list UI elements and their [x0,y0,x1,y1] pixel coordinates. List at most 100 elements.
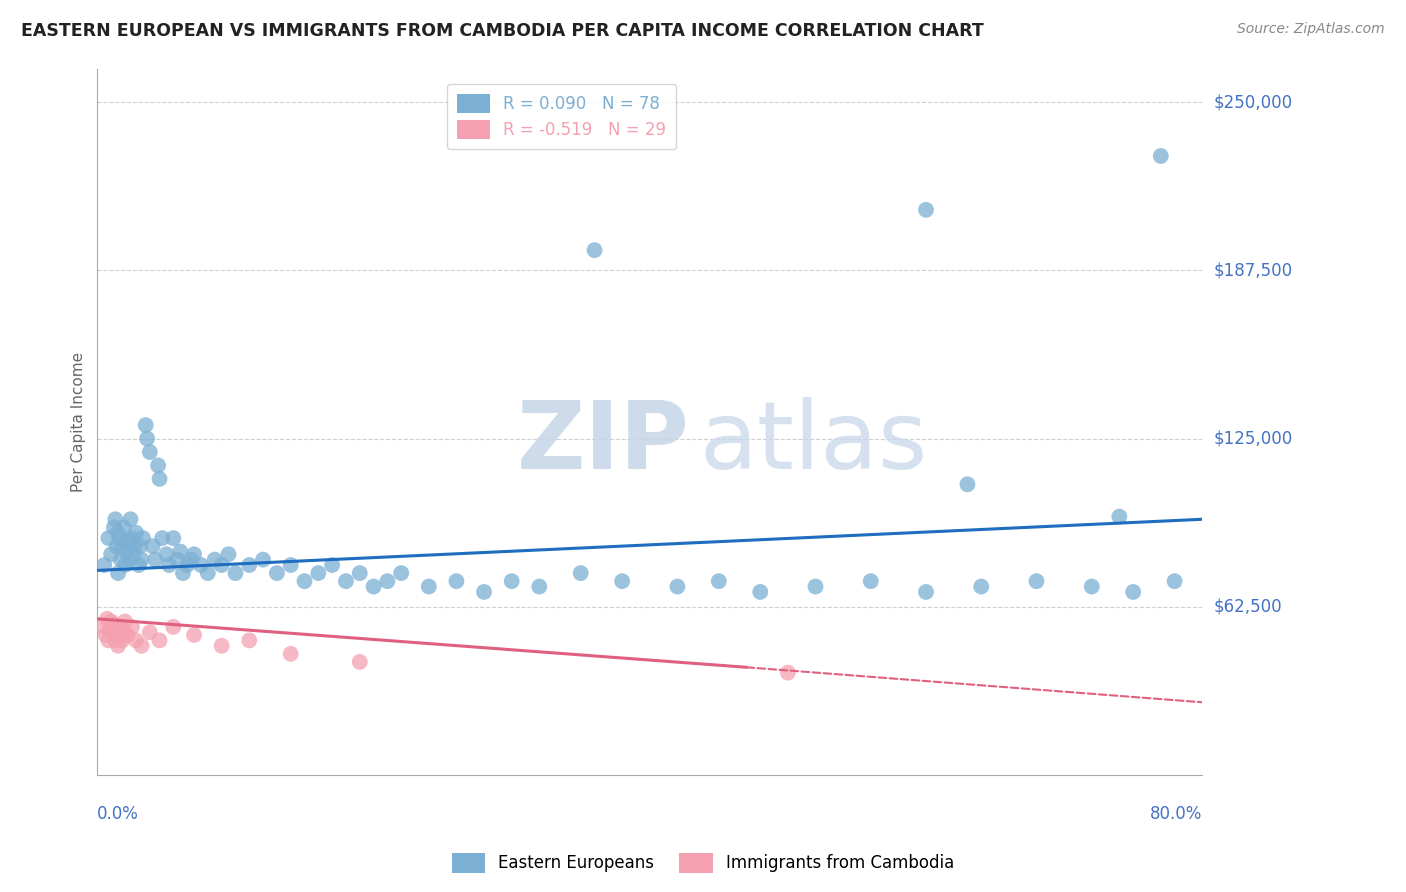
Text: 0.0%: 0.0% [97,805,139,823]
Point [915,585,938,599]
Point [294,574,316,589]
Point [307,566,329,580]
Point [321,558,343,572]
Point [103,617,125,632]
Point [804,580,827,594]
Point [108,531,131,545]
Point [749,585,772,599]
Point [172,566,194,580]
Point [183,547,205,561]
Point [112,520,135,534]
Point [238,558,260,572]
Point [224,566,246,580]
Point [1163,574,1185,589]
Point [128,558,150,572]
Point [204,552,226,566]
Point [118,552,141,566]
Point [169,544,191,558]
Point [101,625,124,640]
Point [97,531,120,545]
Text: $125,000: $125,000 [1213,430,1292,448]
Point [612,574,634,589]
Point [377,574,399,589]
Point [136,432,159,446]
Point [148,472,170,486]
Point [707,574,730,589]
Point [103,520,125,534]
Point [1150,149,1173,163]
Point [363,580,385,594]
Point [146,458,169,473]
Point [142,539,165,553]
Point [266,566,288,580]
Point [280,558,302,572]
Y-axis label: Per Capita Income: Per Capita Income [72,351,86,491]
Point [104,633,127,648]
Point [211,639,233,653]
Point [569,566,592,580]
Text: EASTERN EUROPEAN VS IMMIGRANTS FROM CAMBODIA PER CAPITA INCOME CORRELATION CHART: EASTERN EUROPEAN VS IMMIGRANTS FROM CAMB… [21,22,984,40]
Point [91,620,114,634]
Point [666,580,689,594]
Point [1108,509,1130,524]
Point [139,445,162,459]
Point [121,531,143,545]
Text: 80.0%: 80.0% [1150,805,1202,823]
Point [107,639,129,653]
Point [131,552,153,566]
Point [501,574,523,589]
Point [107,566,129,580]
Point [583,243,606,257]
Point [529,580,551,594]
Point [1122,585,1144,599]
Point [117,628,139,642]
Point [1080,580,1102,594]
Point [148,633,170,648]
Text: ZIP: ZIP [517,397,690,489]
Point [155,547,177,561]
Point [114,558,136,572]
Point [180,552,202,566]
Point [125,633,148,648]
Point [162,620,184,634]
Point [132,531,155,545]
Point [218,547,240,561]
Point [100,547,122,561]
Point [915,202,938,217]
Text: atlas: atlas [700,397,928,489]
Point [122,547,145,561]
Point [418,580,440,594]
Text: Source: ZipAtlas.com: Source: ZipAtlas.com [1237,22,1385,37]
Point [112,625,135,640]
Point [143,552,166,566]
Point [125,525,148,540]
Point [115,544,138,558]
Point [114,615,136,629]
Point [176,558,198,572]
Point [389,566,412,580]
Point [135,418,157,433]
Point [166,552,188,566]
Legend: R = 0.090   N = 78, R = -0.519   N = 29: R = 0.090 N = 78, R = -0.519 N = 29 [447,84,676,149]
Point [139,625,162,640]
Point [121,620,143,634]
Point [190,558,212,572]
Point [970,580,993,594]
Point [252,552,274,566]
Point [197,566,219,580]
Point [162,531,184,545]
Point [150,531,173,545]
Point [117,533,139,548]
Text: $62,500: $62,500 [1213,598,1282,615]
Point [131,639,153,653]
Point [335,574,357,589]
Point [956,477,979,491]
Text: $250,000: $250,000 [1213,93,1292,112]
Point [105,539,128,553]
Point [98,623,121,637]
Point [124,539,146,553]
Point [94,628,117,642]
Point [472,585,495,599]
Point [97,633,120,648]
Point [96,612,118,626]
